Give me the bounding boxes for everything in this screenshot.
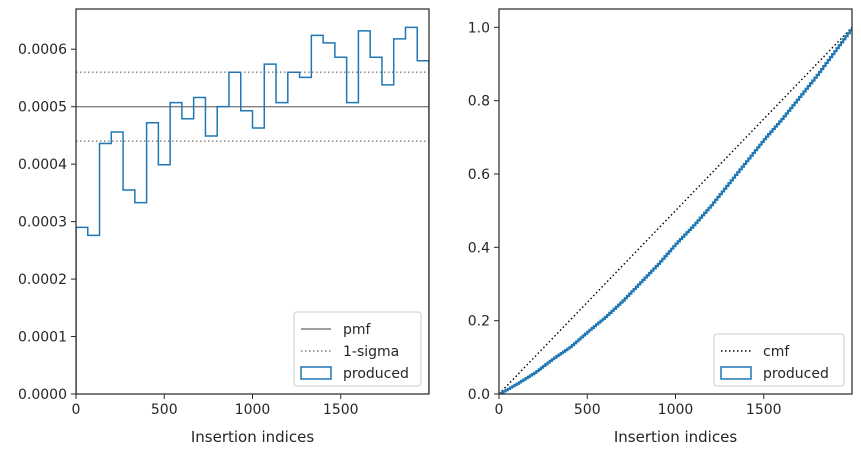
x-axis-label: Insertion indices (191, 428, 314, 446)
panel-2: 0 500 1000 1500 Insertion indices 0.0 0.2 0.4 0.… (468, 8, 853, 446)
pmf-legend-label: pmf (343, 322, 372, 338)
produced-legend-label: produced (763, 366, 829, 382)
y-tick-label: 0.0006 (18, 42, 67, 58)
x-tick-label: 1000 (658, 402, 694, 418)
x-tick-label: 0 (72, 402, 81, 418)
plot-area (76, 26, 429, 394)
legend: pmf 1-sigma produced (293, 311, 422, 387)
x-tick-label: 0 (495, 402, 504, 418)
y-tick-label: 0.0003 (18, 215, 67, 231)
produced-legend-label: produced (343, 366, 409, 382)
y-tick-label: 0.0 (468, 387, 490, 403)
1-sigma-legend-label: 1-sigma (343, 344, 399, 360)
x-tick-label: 1500 (323, 402, 359, 418)
cmf-line (499, 26, 852, 394)
x-tick-label: 500 (574, 402, 601, 418)
x-tick-label: 500 (151, 402, 178, 418)
produced-legend-swatch (300, 366, 332, 380)
y-tick-label: 0.6 (468, 167, 490, 183)
y-tick-label: 0.0005 (18, 100, 67, 116)
x-tick-label: 1000 (235, 402, 271, 418)
y-tick-label: 0.4 (468, 240, 490, 256)
y-tick-label: 1.0 (468, 20, 490, 36)
x-axis-label: Insertion indices (614, 428, 737, 446)
y-tick-label: 0.0001 (18, 330, 67, 346)
plot-area (499, 26, 852, 394)
y-tick-label: 0.2 (468, 314, 490, 330)
panel-1: 0 500 1000 1500 Insertion indices 0.0000 0.000… (18, 8, 430, 446)
cmf-legend-label: cmf (763, 344, 790, 360)
y-tick-label: 0.0000 (18, 387, 67, 403)
produced-line (499, 27, 852, 394)
x-tick-label: 1500 (746, 402, 782, 418)
produced-histogram (76, 26, 429, 394)
produced-legend-swatch (720, 366, 752, 380)
legend: cmf produced (713, 333, 845, 387)
legend-box (713, 333, 845, 387)
y-tick-label: 0.0004 (18, 157, 67, 173)
y-tick-label: 0.8 (468, 94, 490, 110)
y-tick-label: 0.0002 (18, 272, 67, 288)
